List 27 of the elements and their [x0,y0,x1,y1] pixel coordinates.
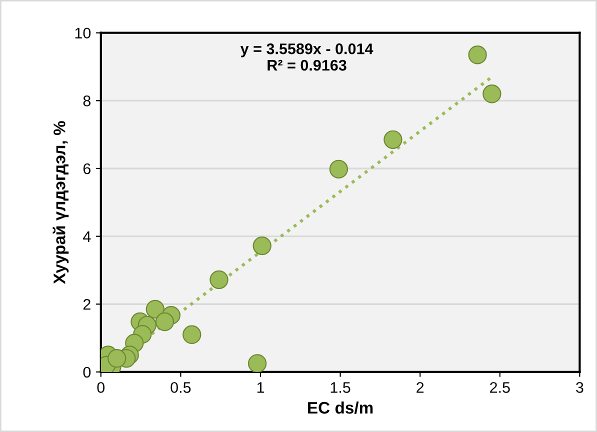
point [182,325,202,344]
point [384,130,402,149]
x-tick-label: 3 [576,382,584,393]
point [329,160,348,178]
y-tick-label: 8 [83,96,91,106]
x-tick-label: 1 [257,382,264,393]
x-tick-label: 1.5 [330,382,350,393]
x-tick-label: 0.5 [170,382,191,393]
y-tick-label: 0 [83,366,91,378]
x-tick-label: 2 [416,382,424,393]
y-tick-label: 4 [83,231,91,242]
y-tick-label: 6 [83,163,90,174]
y-tick-label: 10 [75,28,91,39]
point [482,84,502,104]
point [468,46,487,64]
point [210,270,228,290]
point [108,349,126,368]
x-tick-label: 0 [97,382,105,393]
point [155,312,174,332]
y-tick-label: 2 [83,298,90,310]
point [252,236,272,256]
x-tick-label: 2.5 [490,382,510,393]
point [248,354,267,372]
point [146,300,164,319]
y-axis-title: Хуурай үлдэгдэл, % [52,121,69,284]
annotation: y = 3.5589x - 0.014 R² = 0.9163 [240,43,374,71]
x-axis-title: EC ds/m [308,401,373,414]
